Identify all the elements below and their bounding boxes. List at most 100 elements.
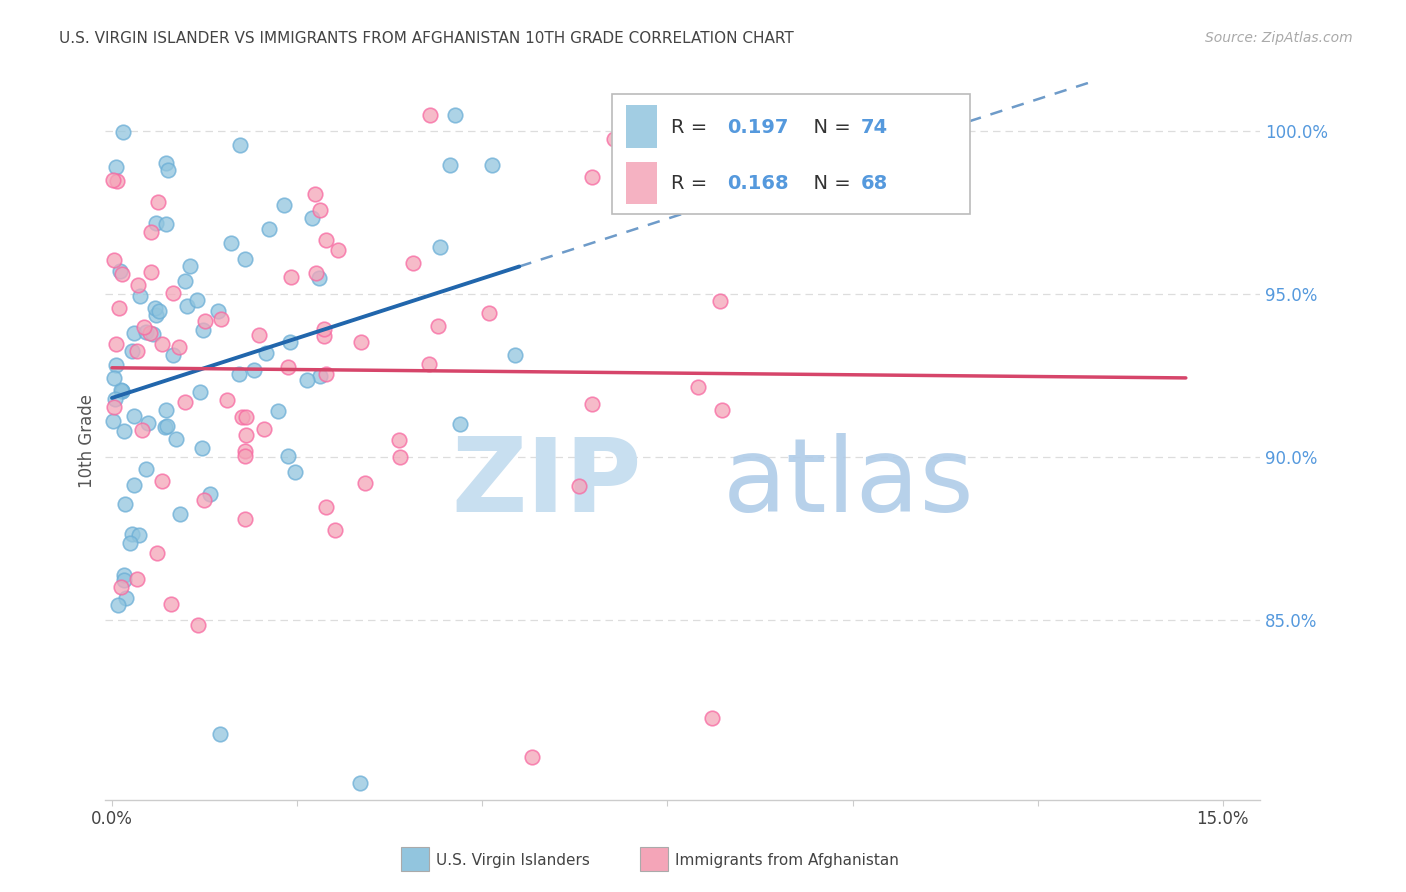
Point (112, 573, 135, 587)
Point (143, 301, 166, 315)
Point (146, 194, 169, 209)
Point (235, 427, 257, 442)
Text: Immigrants from Afghanistan: Immigrants from Afghanistan (675, 854, 898, 868)
Point (419, 107, 441, 121)
Point (173, 394, 195, 409)
Point (280, 270, 302, 285)
Text: U.S. Virgin Islanders: U.S. Virgin Islanders (436, 854, 589, 868)
Point (179, 260, 201, 274)
Text: 0.168: 0.168 (727, 175, 789, 194)
Text: 68: 68 (860, 175, 887, 194)
Point (277, 449, 299, 463)
Point (254, 346, 277, 360)
Point (325, 523, 347, 537)
Point (141, 225, 163, 239)
Point (114, 497, 136, 511)
Point (253, 422, 276, 436)
Point (308, 368, 330, 383)
Point (388, 434, 411, 448)
Point (191, 441, 214, 455)
Point (233, 450, 256, 464)
Point (354, 476, 377, 491)
Point (103, 371, 125, 385)
Point (155, 403, 177, 417)
Point (127, 278, 149, 293)
Point (233, 444, 256, 458)
Point (122, 409, 145, 424)
Point (111, 384, 134, 398)
Text: U.S. VIRGIN ISLANDER VS IMMIGRANTS FROM AFGHANISTAN 10TH GRADE CORRELATION CHART: U.S. VIRGIN ISLANDER VS IMMIGRANTS FROM … (59, 31, 794, 46)
Point (328, 243, 350, 257)
Point (219, 235, 242, 250)
Point (105, 174, 128, 188)
Point (111, 267, 134, 281)
Point (217, 392, 239, 407)
Point (315, 500, 337, 514)
Point (128, 527, 150, 541)
Text: ZIP: ZIP (451, 434, 641, 534)
Point (231, 409, 253, 424)
Point (156, 419, 179, 434)
Point (150, 474, 173, 488)
Point (107, 599, 129, 613)
Point (402, 256, 425, 270)
Point (481, 158, 503, 172)
Text: Source: ZipAtlas.com: Source: ZipAtlas.com (1205, 31, 1353, 45)
Point (115, 591, 138, 605)
Point (131, 424, 153, 438)
Point (125, 344, 148, 359)
Point (273, 198, 295, 212)
Point (155, 156, 177, 170)
Text: N =: N = (801, 175, 858, 194)
Text: 0.197: 0.197 (727, 118, 789, 136)
Point (503, 348, 526, 362)
Point (312, 322, 335, 336)
Point (603, 132, 626, 146)
Point (304, 187, 326, 202)
Point (169, 340, 191, 354)
Point (235, 410, 257, 425)
Point (108, 263, 131, 277)
Point (145, 216, 167, 230)
Point (257, 221, 280, 235)
Point (478, 306, 501, 320)
Text: atlas: atlas (723, 434, 974, 534)
Point (134, 319, 156, 334)
Text: 74: 74 (860, 118, 887, 136)
Point (103, 253, 125, 268)
Point (159, 598, 181, 612)
Point (104, 161, 127, 175)
Point (207, 303, 229, 318)
Point (165, 432, 187, 446)
Point (157, 162, 180, 177)
Point (155, 217, 177, 231)
Point (426, 319, 449, 334)
Point (429, 240, 451, 254)
Point (308, 271, 330, 285)
Point (228, 367, 250, 381)
Point (190, 385, 212, 400)
Point (349, 776, 371, 790)
Point (388, 450, 411, 464)
Point (153, 419, 176, 434)
Point (103, 414, 125, 428)
Point (193, 492, 215, 507)
Point (104, 336, 127, 351)
Point (139, 265, 162, 279)
Point (709, 293, 731, 308)
Point (280, 334, 302, 349)
Text: N =: N = (801, 118, 858, 136)
Point (107, 301, 129, 315)
Point (686, 380, 709, 394)
Point (305, 266, 328, 280)
Point (112, 568, 135, 582)
Point (194, 314, 217, 328)
Point (121, 344, 143, 359)
Point (247, 327, 270, 342)
Point (277, 360, 299, 375)
Point (439, 158, 461, 172)
Point (148, 304, 170, 318)
Point (162, 285, 184, 300)
Point (449, 417, 471, 432)
Point (418, 357, 440, 371)
